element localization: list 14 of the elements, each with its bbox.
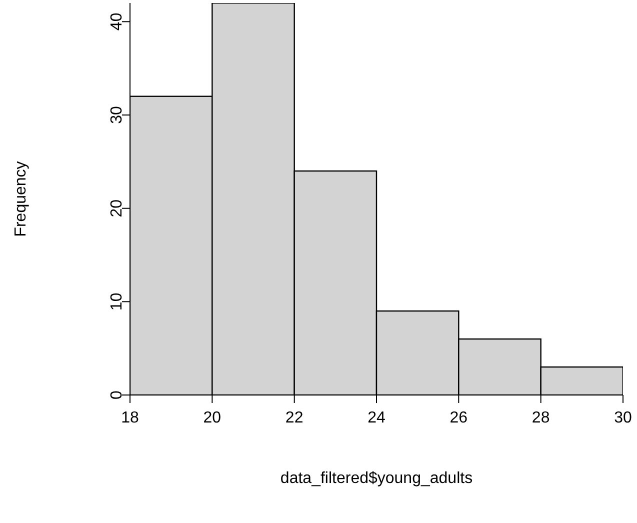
x-tick-label: 30 bbox=[614, 409, 632, 426]
y-tick-label: 20 bbox=[108, 199, 126, 218]
y-axis-title: Frequency bbox=[12, 161, 30, 237]
x-tick-label: 28 bbox=[532, 409, 550, 426]
y-tick-label: 40 bbox=[108, 12, 126, 31]
y-tick-label: 30 bbox=[108, 106, 126, 124]
x-tick-label: 20 bbox=[203, 409, 222, 426]
x-tick-label: 26 bbox=[450, 409, 468, 426]
x-tick-label: 22 bbox=[285, 409, 304, 426]
x-tick-label: 18 bbox=[121, 409, 139, 426]
y-tick-label: 0 bbox=[108, 390, 126, 400]
x-tick-label: 24 bbox=[368, 409, 386, 426]
y-tick-label: 10 bbox=[108, 292, 126, 311]
x-axis-title: data_filtered$young_adults bbox=[280, 470, 473, 487]
